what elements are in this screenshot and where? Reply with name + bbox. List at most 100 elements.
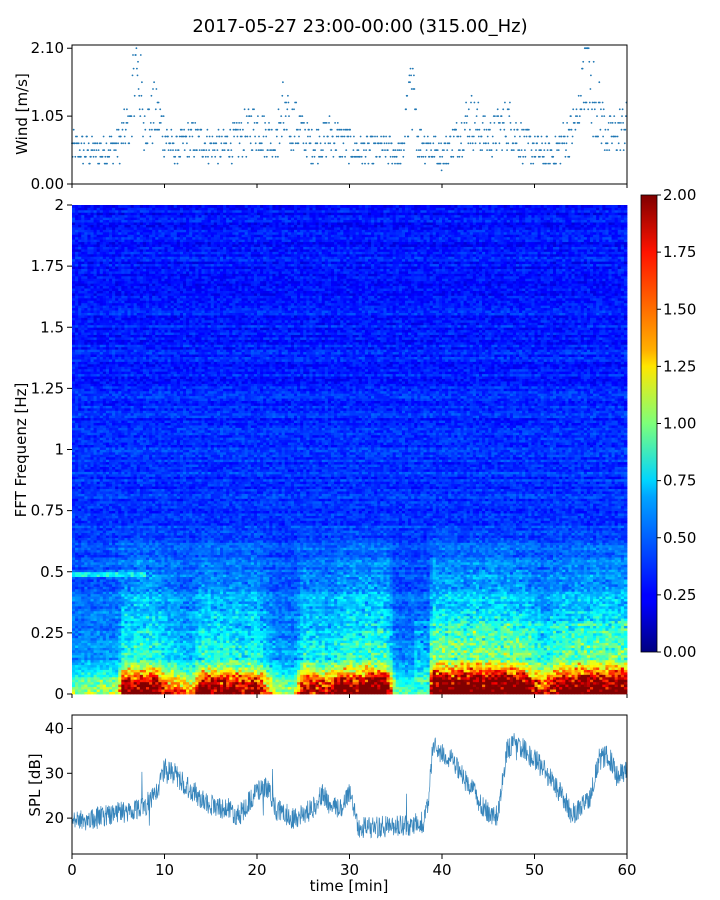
wind-point xyxy=(501,115,503,117)
wind-point xyxy=(604,149,606,151)
heatmap-cell xyxy=(72,662,75,665)
heatmap-cell xyxy=(81,403,84,406)
wind-point xyxy=(574,122,576,124)
heatmap-cell xyxy=(72,660,75,663)
wind-point xyxy=(324,142,326,144)
wind-point xyxy=(534,136,536,138)
wind-point xyxy=(590,88,592,90)
heatmap-cell xyxy=(78,423,81,426)
heatmap-cell xyxy=(84,364,87,367)
wind-point xyxy=(299,129,301,131)
heatmap-cell xyxy=(72,418,75,421)
wind-point xyxy=(404,142,406,144)
wind-point xyxy=(231,163,233,165)
wind-point xyxy=(188,156,190,158)
heatmap-cell xyxy=(91,665,94,668)
heatmap-cell xyxy=(78,420,81,423)
heatmap-cell xyxy=(84,283,87,286)
heatmap-cell xyxy=(75,440,78,443)
heatmap-cell xyxy=(78,535,81,538)
heatmap-cell xyxy=(87,454,90,457)
wind-point xyxy=(300,115,302,117)
heatmap-cell xyxy=(75,237,78,240)
heatmap-cell xyxy=(87,339,90,342)
heatmap-cell xyxy=(72,215,75,218)
heatmap-cell xyxy=(84,508,87,511)
heatmap-cell xyxy=(72,667,75,670)
wind-point xyxy=(440,142,442,144)
wind-point xyxy=(441,170,443,172)
wind-point xyxy=(427,142,429,144)
heatmap-cell xyxy=(81,242,84,245)
wind-point xyxy=(234,122,236,124)
wind-point xyxy=(548,142,550,144)
wind-point xyxy=(545,163,547,165)
heatmap-cell xyxy=(72,308,75,311)
heatmap-cell xyxy=(84,535,87,538)
heatmap-cell xyxy=(84,591,87,594)
heatmap-cell xyxy=(75,288,78,291)
heatmap-cell xyxy=(75,630,78,633)
wind-point xyxy=(181,129,183,131)
wind-point xyxy=(106,163,108,165)
heatmap-cell xyxy=(84,374,87,377)
heatmap-cell xyxy=(84,621,87,624)
wind-point xyxy=(159,108,161,110)
wind-point xyxy=(607,142,609,144)
heatmap-cell xyxy=(87,577,90,580)
heatmap-cell xyxy=(78,376,81,379)
heatmap-cell xyxy=(84,254,87,257)
wind-point xyxy=(216,136,218,138)
heatmap-cell xyxy=(72,687,75,690)
heatmap-cell xyxy=(87,665,90,668)
heatmap-cell xyxy=(87,621,90,624)
heatmap-cell xyxy=(81,283,84,286)
wind-point xyxy=(390,156,392,158)
heatmap-cell xyxy=(84,650,87,653)
wind-point xyxy=(122,129,124,131)
wind-point xyxy=(376,136,378,138)
heatmap-cell xyxy=(78,276,81,279)
wind-point xyxy=(293,149,295,151)
heatmap-cell xyxy=(72,596,75,599)
heatmap-cell xyxy=(78,484,81,487)
wind-point xyxy=(385,156,387,158)
heatmap-cell xyxy=(72,266,75,269)
heatmap-cell xyxy=(87,264,90,267)
heatmap-cell xyxy=(72,589,75,592)
heatmap-cell xyxy=(87,562,90,565)
wind-point xyxy=(262,149,264,151)
heatmap-cell xyxy=(75,386,78,389)
heatmap-cell xyxy=(87,496,90,499)
wind-point xyxy=(612,122,614,124)
heatmap-cell xyxy=(72,383,75,386)
wind-point xyxy=(149,129,151,131)
heatmap-cell xyxy=(75,579,78,582)
heatmap-cell xyxy=(75,383,78,386)
heatmap-cell xyxy=(75,621,78,624)
wind-point xyxy=(131,136,133,138)
heatmap-cell xyxy=(75,626,78,629)
heatmap-cell xyxy=(87,437,90,440)
heatmap-cell xyxy=(72,423,75,426)
heatmap-cell xyxy=(72,645,75,648)
heatmap-cell xyxy=(81,454,84,457)
heatmap-cell xyxy=(84,403,87,406)
wind-point xyxy=(199,149,201,151)
heatmap-cell xyxy=(78,608,81,611)
heatmap-cell xyxy=(78,684,81,687)
heatmap-cell xyxy=(81,452,84,455)
heatmap-cell xyxy=(91,547,94,550)
wind-point xyxy=(94,142,96,144)
heatmap-cell xyxy=(75,618,78,621)
wind-point xyxy=(566,142,568,144)
heatmap-cell xyxy=(75,650,78,653)
heatmap-cell xyxy=(72,494,75,497)
heatmap-cell xyxy=(75,305,78,308)
wind-point xyxy=(127,122,129,124)
heatmap-cell xyxy=(81,467,84,470)
wind-point xyxy=(270,149,272,151)
heatmap-cell xyxy=(87,428,90,431)
heatmap-cell xyxy=(84,383,87,386)
heatmap-cell xyxy=(78,457,81,460)
